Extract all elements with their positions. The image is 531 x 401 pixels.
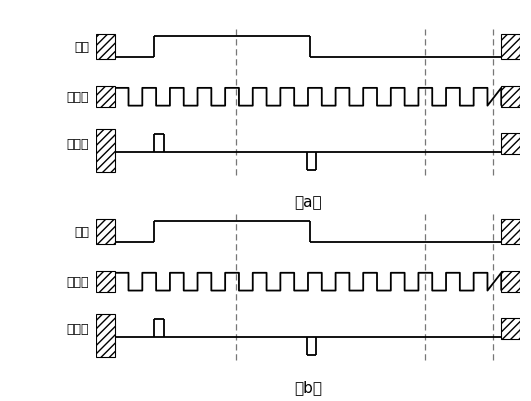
Bar bbox=[501, 35, 520, 59]
Bar bbox=[501, 134, 520, 154]
Text: 伪码: 伪码 bbox=[74, 41, 89, 54]
Text: 伪码: 伪码 bbox=[74, 225, 89, 238]
Text: （a）: （a） bbox=[294, 194, 322, 209]
Bar bbox=[96, 271, 115, 292]
Bar bbox=[501, 318, 520, 339]
Bar bbox=[96, 314, 115, 356]
Text: 本地码: 本地码 bbox=[67, 138, 89, 150]
Bar bbox=[501, 271, 520, 292]
Bar bbox=[501, 87, 520, 108]
Text: 副载波: 副载波 bbox=[67, 91, 89, 104]
Bar bbox=[96, 87, 115, 108]
Bar bbox=[96, 130, 115, 172]
Text: （b）: （b） bbox=[294, 379, 322, 394]
Text: 本地码: 本地码 bbox=[67, 322, 89, 335]
Bar bbox=[96, 35, 115, 59]
Bar bbox=[96, 219, 115, 244]
Bar bbox=[501, 219, 520, 244]
Text: 副载波: 副载波 bbox=[67, 275, 89, 288]
